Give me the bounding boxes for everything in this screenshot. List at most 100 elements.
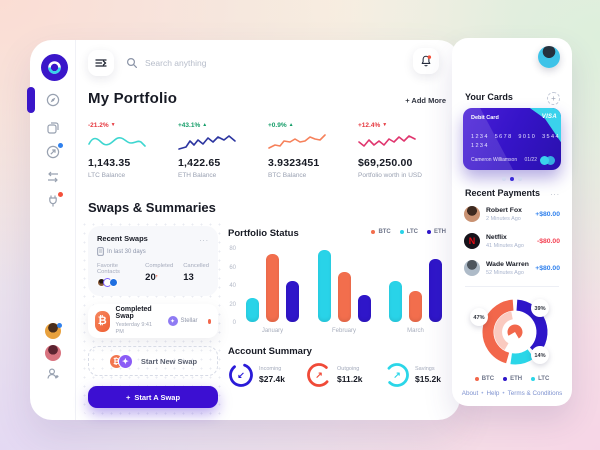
chart-title: Portfolio Status	[228, 228, 299, 239]
legend-dot	[399, 230, 404, 234]
balance-label: LTC Balance	[88, 172, 126, 179]
donut-inner-accent	[494, 311, 514, 351]
add-user-icon	[47, 368, 59, 379]
payment-row[interactable]: N Netflix 41 Minutes Ago -$80.00	[464, 229, 560, 253]
sidebar-item-swap[interactable]	[45, 169, 61, 185]
footer-link[interactable]: About	[461, 390, 479, 397]
footer-link[interactable]: Help	[486, 390, 500, 397]
add-card-button[interactable]: +	[547, 92, 560, 105]
sidebar-contact-avatar-1[interactable]	[45, 323, 62, 339]
network-name: Stellar	[180, 318, 198, 324]
copy-icon	[47, 122, 59, 134]
sidebar-contact-avatar-2[interactable]	[45, 345, 61, 361]
bar-btc	[409, 291, 422, 322]
right-panel: Your Cards + Debit Card VISA 1234 5678 9…	[452, 38, 572, 406]
bar-group: February	[317, 246, 371, 338]
add-contact-button[interactable]	[45, 366, 61, 382]
sidebar-item-send[interactable]	[45, 143, 63, 160]
plus-icon: +	[125, 392, 131, 402]
recent-swaps-title: Recent Swaps	[97, 234, 148, 243]
summary-value: $15.2k	[415, 374, 441, 384]
stat-card-eth[interactable]: +43.1% ▲ 1,422.65 ETH Balance	[178, 120, 250, 179]
donut-segment-btc	[482, 299, 514, 364]
add-more-button[interactable]: + Add More	[405, 96, 446, 105]
favorite-contacts	[97, 278, 135, 287]
payment-time: 52 Minutes Ago	[486, 269, 524, 276]
bell-icon	[421, 55, 432, 67]
footer-link[interactable]: Terms & Conditions	[507, 390, 563, 397]
bar-btc	[337, 272, 351, 322]
app-logo[interactable]	[41, 54, 68, 81]
stellar-icon: ✦	[167, 316, 178, 326]
search-input[interactable]: Search anything	[126, 50, 206, 76]
search-placeholder: Search anything	[145, 58, 207, 68]
change-value: -21.2%	[88, 121, 109, 129]
separator: •	[502, 390, 505, 397]
notifications-button[interactable]	[413, 48, 439, 74]
change-value: +0.9%	[268, 121, 287, 129]
bar-eth	[357, 295, 371, 322]
payment-name: Wade Warren	[486, 260, 529, 268]
trend-arrow-icon: ▲	[288, 122, 294, 128]
legend-label: BTC	[378, 229, 391, 235]
legend-label: ETH	[434, 229, 446, 235]
card-pagination	[452, 177, 572, 181]
legend-item: ETH	[427, 229, 446, 235]
change-value: +43.1%	[178, 121, 201, 129]
payment-amount: +$80.00	[535, 210, 560, 218]
credit-card[interactable]: Debit Card VISA 1234 5678 9010 3544 1234…	[463, 108, 561, 170]
payments-menu-button[interactable]: ...	[550, 188, 560, 197]
donut-segment-eth	[516, 299, 548, 356]
start-new-swap-card[interactable]: ₿ ✦ Start New Swap	[88, 346, 218, 376]
more-menu-button[interactable]: ...	[199, 233, 209, 243]
favorites-label: Favorite Contacts	[97, 263, 120, 275]
payment-row[interactable]: Robert Fox 2 Minutes Ago +$80.00	[464, 202, 560, 226]
sparkline	[268, 134, 326, 149]
stat-card-usd[interactable]: +12.4% ▼ $69,250.00 Portfolio worth in US…	[358, 120, 430, 180]
pager-dot[interactable]	[502, 177, 506, 181]
pager-dot-active[interactable]	[510, 177, 514, 181]
send-icon	[46, 145, 60, 159]
balance-value: $69,250.00	[358, 157, 413, 169]
balance-value: 1,143.35	[88, 157, 131, 169]
left-sidebar	[27, 40, 76, 420]
legend-label: LTC	[538, 376, 550, 382]
svg-text:39%: 39%	[534, 306, 545, 312]
payment-avatar	[464, 206, 480, 222]
card-number: 1234 5678 9010 3544	[471, 134, 560, 140]
card-circles-icon	[540, 156, 556, 165]
section-title-swaps: Swaps & Summaries	[88, 200, 216, 215]
account-summary-title: Account Summary	[228, 346, 312, 357]
stat-card-ltc[interactable]: -21.2% ▼ 1,143.35 LTC Balance	[88, 120, 160, 179]
card-type: Debit Card	[471, 115, 499, 121]
legend-dot	[503, 377, 508, 381]
completed-swap-card[interactable]: ₿ Completed Swap Yesterday 9:41 PM ✦ Ste…	[88, 304, 218, 338]
bar-chart-yticks: 80 60 40 20 0	[229, 246, 236, 326]
progress-ring: ↙	[228, 362, 254, 388]
completed-count: 20’	[145, 272, 158, 283]
recent-swaps-card: Recent Swaps ... In last 30 days Favorit…	[88, 226, 218, 296]
payment-time: 2 Minutes Ago	[486, 215, 521, 222]
sidebar-item-documents[interactable]	[45, 120, 61, 136]
sidebar-item-dashboard[interactable]	[45, 92, 61, 108]
contact-avatar[interactable]	[109, 278, 118, 287]
plug-icon	[49, 195, 57, 207]
stat-card-btc[interactable]: +0.9% ▲ 3.9323451 BTC Balance	[268, 120, 340, 179]
pager-dot[interactable]	[518, 177, 522, 181]
netflix-icon: N	[464, 233, 480, 249]
card-expiry: 01/22	[524, 157, 537, 163]
menu-arrow-icon	[95, 59, 107, 67]
x-axis-label: March	[407, 328, 424, 334]
sidebar-item-power[interactable]	[45, 192, 63, 209]
arrow-up-right-icon: ↗	[393, 369, 401, 380]
sparkline	[358, 135, 416, 147]
divider	[465, 286, 559, 287]
cancelled-label: Cancelled	[183, 263, 209, 269]
x-axis-label: January	[261, 328, 284, 334]
start-new-swap-label: Start New Swap	[140, 356, 198, 366]
payment-row[interactable]: Wade Warren 52 Minutes Ago +$80.00	[464, 256, 560, 280]
legend-dot	[474, 377, 479, 381]
user-avatar[interactable]	[538, 46, 560, 68]
menu-toggle-button[interactable]	[88, 50, 114, 76]
start-swap-button[interactable]: + Start A Swap	[88, 386, 218, 408]
